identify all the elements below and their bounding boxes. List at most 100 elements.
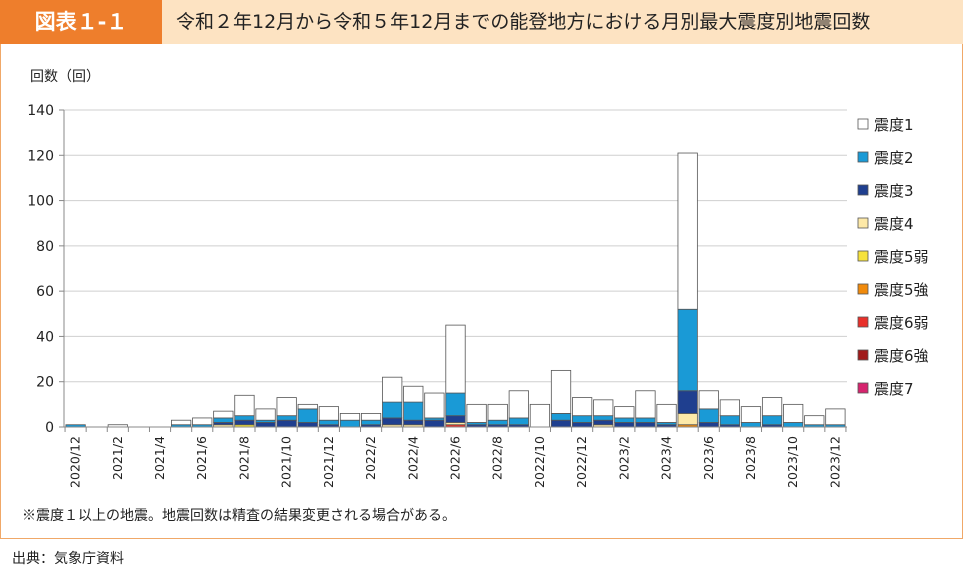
- bar-segment: [593, 399, 614, 417]
- bar-segment: [403, 401, 424, 421]
- bar-segment: [445, 415, 466, 423]
- bar-segment: [783, 403, 804, 423]
- bar-segment: [339, 413, 361, 421]
- legend-swatch: [857, 349, 869, 361]
- bar-segment: [360, 419, 382, 426]
- x-tick-label: 2022/6: [448, 436, 463, 480]
- x-tick-label: 2023/8: [743, 436, 758, 480]
- x-tick-label: 2022/10: [532, 436, 547, 488]
- stacked-bar-chart: 回数（回） 0 20 40 60 80 100 120 140 2020/12 2021/2 20…: [27, 69, 929, 488]
- axes: [63, 110, 847, 428]
- x-tick-label: 2023/2: [616, 436, 631, 480]
- x-tick-label: 2022/8: [490, 436, 505, 480]
- bars: [65, 152, 846, 428]
- bar-segment: [255, 422, 276, 428]
- legend-swatch: [857, 316, 869, 328]
- legend-swatch: [857, 184, 869, 196]
- bar-segment: [318, 419, 339, 426]
- source-credit: 出典：気象庁資料: [12, 551, 124, 567]
- bar-segment: [572, 397, 593, 417]
- bar-segment: [719, 399, 740, 417]
- bar-segment: [234, 415, 255, 421]
- y-tick-label: 20: [36, 375, 54, 391]
- x-tick-label: 2021/4: [152, 436, 167, 480]
- bar-segment: [635, 417, 656, 423]
- bar-segment: [550, 413, 572, 421]
- y-tick-label: 40: [36, 329, 54, 345]
- legend-label: 震度3: [874, 182, 914, 200]
- bar-segment: [445, 392, 466, 417]
- y-tick-label: 140: [27, 103, 54, 119]
- y-tick-label: 120: [27, 148, 54, 164]
- bar-segment: [276, 415, 297, 421]
- bar-segment: [593, 419, 614, 426]
- bar-segment: [445, 324, 466, 394]
- bar-segment: [276, 419, 297, 428]
- figure-frame: [0, 0, 963, 539]
- bar-segment: [382, 401, 403, 419]
- grid-lines: [64, 109, 847, 383]
- bar-segment: [698, 422, 719, 428]
- bar-segment: [572, 415, 593, 423]
- x-tick-label: 2023/12: [827, 436, 842, 488]
- x-tick-label: 2022/4: [405, 436, 420, 480]
- x-tick-label: 2020/12: [68, 436, 83, 488]
- bar-segment: [508, 390, 529, 419]
- bar-segment: [550, 419, 572, 428]
- bar-segment: [403, 419, 424, 426]
- bar-segment: [740, 422, 762, 428]
- bar-segment: [424, 392, 445, 419]
- y-axis-title: 回数（回）: [30, 69, 100, 85]
- bar-segment: [614, 422, 635, 428]
- bar-segment: [550, 369, 572, 414]
- bar-segment: [234, 419, 255, 426]
- bar-segment: [677, 390, 698, 414]
- x-tick-label: 2021/8: [236, 436, 251, 480]
- legend-swatch: [857, 151, 869, 163]
- bar-segment: [255, 408, 276, 421]
- bar-segment: [761, 397, 783, 417]
- bar-segment: [213, 410, 234, 419]
- bar-segment: [783, 422, 804, 428]
- y-tick-label: 80: [36, 239, 54, 255]
- y-tick-label: 0: [45, 420, 54, 436]
- legend-label: 震度7: [874, 380, 914, 398]
- bar-segment: [593, 415, 614, 421]
- x-tick-label: 2021/6: [194, 436, 209, 480]
- y-tick-label: 60: [36, 284, 54, 300]
- y-axis-ticks: 0 20 40 60 80 100 120 140: [27, 103, 64, 436]
- bar-segment: [487, 419, 508, 426]
- bar-segment: [677, 152, 698, 310]
- bar-segment: [234, 394, 255, 417]
- bar-segment: [614, 417, 635, 423]
- y-tick-label: 100: [27, 194, 54, 210]
- figure-title: 令和２年12月から令和５年12月までの能登地方における月別最大震度別地震回数: [176, 11, 871, 33]
- bar-segment: [213, 417, 234, 423]
- bar-segment: [192, 417, 213, 426]
- bar-segment: [804, 415, 825, 426]
- bar-segment: [424, 419, 445, 428]
- legend-swatch: [857, 118, 869, 130]
- x-axis-ticks: 2020/12 2021/2 2021/4 2021/6 2021/8 2021/10 20…: [64, 427, 847, 488]
- bar-segment: [487, 403, 508, 421]
- legend-label: 震度4: [874, 215, 914, 233]
- x-tick-label: 2021/2: [110, 436, 125, 480]
- legend-label: 震度2: [874, 149, 914, 167]
- bar-segment: [614, 406, 635, 419]
- bar-segment: [529, 403, 551, 428]
- legend-label: 震度1: [874, 116, 914, 134]
- x-tick-label: 2021/12: [321, 436, 336, 488]
- bar-segment: [297, 408, 318, 423]
- bar-segment: [360, 413, 382, 421]
- bar-segment: [761, 415, 783, 426]
- footnote: ※震度１以上の地震。地震回数は精査の結果変更される場合がある。: [22, 508, 456, 524]
- bar-segment: [677, 413, 698, 426]
- bar-segment: [171, 419, 192, 426]
- legend-label: 震度5強: [874, 281, 929, 299]
- legend-swatch: [857, 382, 869, 394]
- bar-segment: [572, 422, 593, 428]
- bar-segment: [698, 408, 719, 423]
- x-tick-label: 2022/2: [363, 436, 378, 480]
- legend-swatch: [857, 250, 869, 262]
